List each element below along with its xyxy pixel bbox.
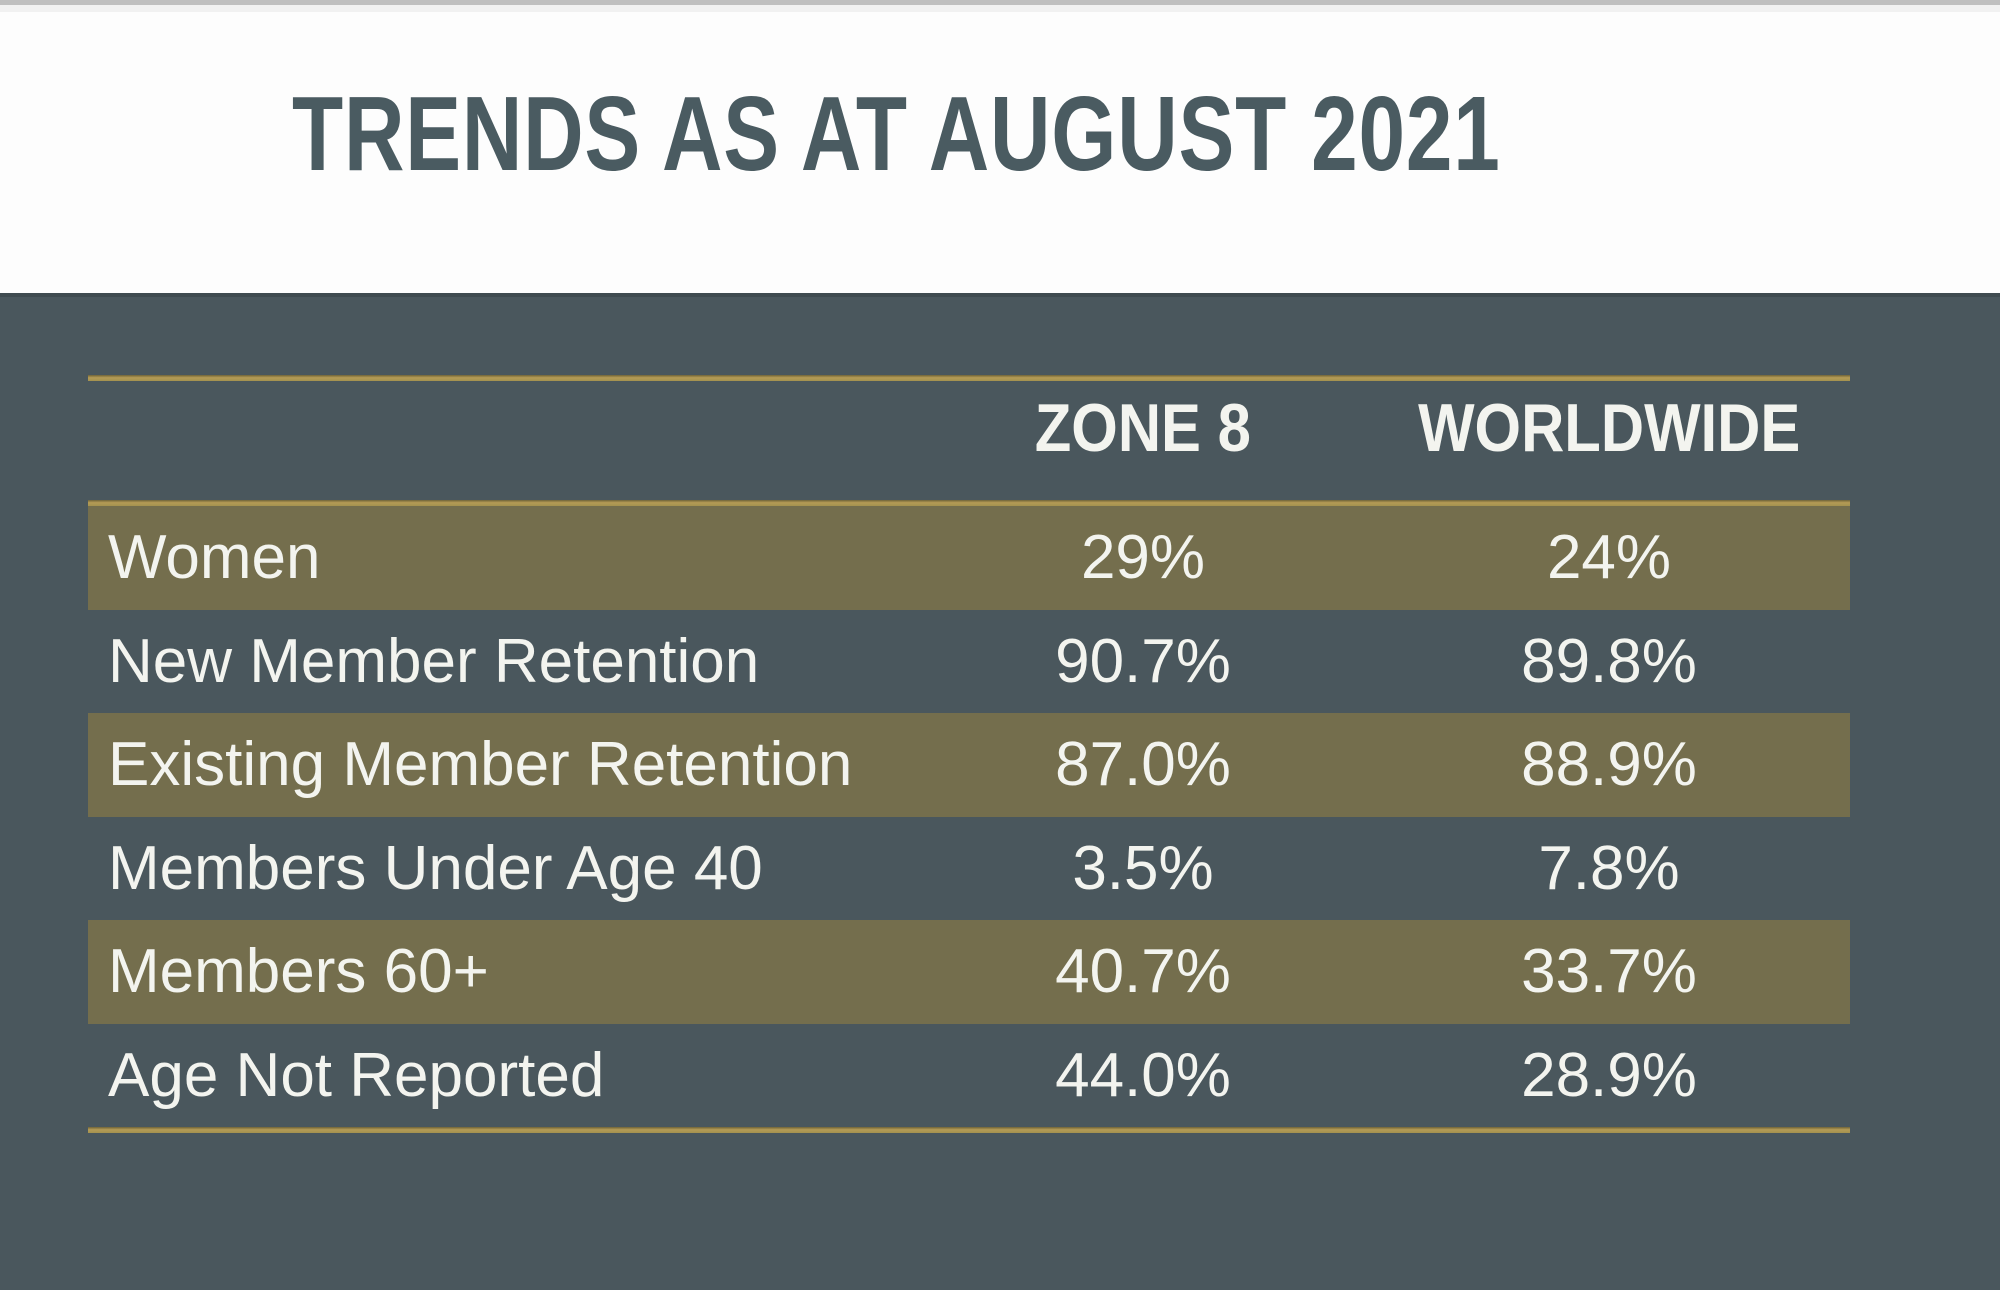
worldwide-value: 28.9%: [1521, 1040, 1697, 1110]
row-label: Age Not Reported: [108, 1040, 605, 1110]
zone8-value: 87.0%: [1055, 730, 1231, 800]
worldwide-value: 33.7%: [1521, 937, 1697, 1007]
worldwide-value: 7.8%: [1538, 833, 1680, 903]
slide-body: ZONE 8 WORLDWIDE Women 29% 24% New Membe…: [0, 293, 2000, 1290]
table-top-border: [88, 375, 1850, 381]
banner-shadow-divider: [0, 293, 2000, 297]
header-cell-worldwide: WORLDWIDE: [1368, 381, 1850, 466]
zone8-value: 44.0%: [1055, 1040, 1231, 1110]
worldwide-value: 88.9%: [1521, 730, 1697, 800]
page-title: TRENDS AS AT AUGUST 2021: [292, 75, 1501, 193]
row-label: Members 60+: [108, 937, 489, 1007]
table-row-women: Women 29% 24%: [88, 506, 1850, 610]
header-cell-zone8: ZONE 8: [918, 381, 1368, 466]
zone8-value: 3.5%: [1072, 833, 1214, 903]
table-header-row: ZONE 8 WORLDWIDE: [88, 381, 1850, 500]
worldwide-value: 89.8%: [1521, 626, 1697, 696]
window-top-strip-light: [0, 5, 2000, 12]
zone8-value: 29%: [1080, 523, 1206, 593]
table-row-existing-member-retention: Existing Member Retention 87.0% 88.9%: [88, 713, 1850, 817]
trends-table: ZONE 8 WORLDWIDE Women 29% 24% New Membe…: [88, 375, 1850, 1133]
row-label: Members Under Age 40: [108, 833, 763, 903]
row-label: New Member Retention: [108, 626, 760, 696]
table-row-members-60-plus: Members 60+ 40.7% 33.7%: [88, 920, 1850, 1024]
header-separator-line: [88, 500, 1850, 506]
worldwide-value: 24%: [1546, 523, 1672, 593]
zone8-value: 90.7%: [1055, 626, 1231, 696]
table-bottom-border: [88, 1127, 1850, 1133]
row-label: Existing Member Retention: [108, 730, 853, 800]
table-row-age-not-reported: Age Not Reported 44.0% 28.9%: [88, 1024, 1850, 1128]
header-cell-empty: [88, 381, 918, 391]
worldwide-header-label: WORLDWIDE: [1417, 390, 1801, 466]
row-label: Women: [108, 523, 321, 593]
table-row-new-member-retention: New Member Retention 90.7% 89.8%: [88, 610, 1850, 714]
zone8-value: 40.7%: [1055, 937, 1231, 1007]
slide-title-banner: TRENDS AS AT AUGUST 2021: [0, 12, 2000, 293]
table-row-members-under-40: Members Under Age 40 3.5% 7.8%: [88, 817, 1850, 921]
window-top-strip: [0, 0, 2000, 5]
zone8-header-label: ZONE 8: [1034, 390, 1252, 466]
